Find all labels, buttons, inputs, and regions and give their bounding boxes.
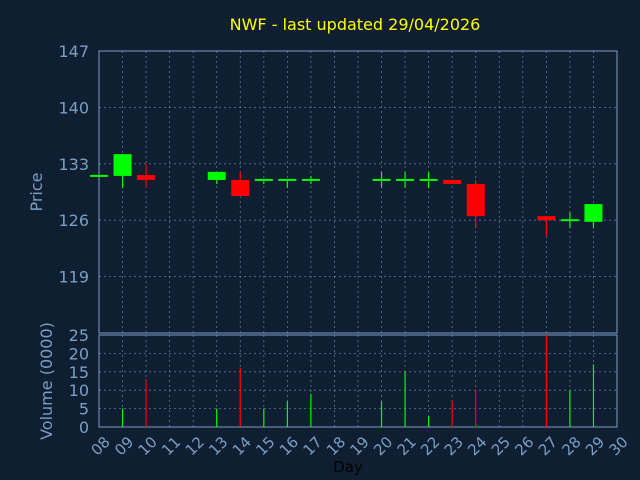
x-tick-label: 16 [276,433,302,459]
candle [466,179,485,229]
x-tick-label: 28 [558,433,584,459]
candle [254,178,273,184]
candle [537,216,556,237]
volume-tick-label: 10 [69,381,89,400]
candle-body [90,174,108,177]
candle-body [113,154,132,176]
x-tick-label: 26 [511,433,537,459]
x-tick-label: 10 [135,433,161,459]
candle-body [301,178,320,181]
volume-tick-label: 20 [69,344,89,363]
volume-tick-label: 15 [69,363,89,382]
candle [231,171,250,197]
candle [443,179,462,184]
x-tick-label: 20 [370,433,396,459]
candle-body [231,179,250,197]
x-tick-label: 17 [299,433,325,459]
volume-tick-label: 25 [69,326,89,345]
candle [560,212,579,229]
x-tick-label: 22 [417,433,443,459]
x-tick-label: 13 [205,433,231,459]
x-tick-label: 25 [488,433,514,459]
candle [396,171,415,188]
candle-body [537,216,556,221]
price-tick-label: 147 [58,42,89,61]
candle-body [466,183,485,217]
volume-tick-label: 5 [79,400,89,419]
price-tick-label: 133 [58,155,89,174]
candle-body [278,178,297,181]
candle [137,163,156,188]
x-tick-label: 23 [441,433,467,459]
x-tick-label: 11 [158,433,184,459]
price-tick-label: 119 [58,268,89,287]
price-axis-label: Price [27,172,46,211]
price-tick-label: 126 [58,211,89,230]
x-tick-label: 15 [252,433,278,459]
x-tick-label: 14 [229,433,255,459]
candle-body [372,178,391,181]
candle-body [207,171,226,180]
candle [419,171,438,188]
x-tick-label: 27 [535,433,561,459]
x-tick-label: 12 [182,433,208,459]
volume-tick-label: 0 [79,418,89,437]
candle-body [396,178,415,181]
candle [372,171,391,188]
x-tick-label: 09 [111,433,137,459]
x-tick-label: 24 [464,433,490,459]
candle-body [443,179,462,184]
candle [584,204,603,229]
candle-body [584,204,603,222]
x-tick-label: 30 [606,433,632,459]
candle [90,174,108,177]
chart-title: NWF - last updated 29/04/2026 [230,15,481,34]
price-tick-label: 140 [58,98,89,117]
volume-axis-label: Volume (0000) [37,322,56,440]
candle [207,171,226,184]
candle [113,154,132,188]
candle-body [560,219,579,222]
candle [278,178,297,188]
candle-body [254,178,273,181]
x-tick-label: 08 [88,433,114,459]
x-tick-label: 21 [394,433,420,459]
x-tick-label: 29 [582,433,608,459]
candle [301,175,320,184]
candle-body [419,178,438,181]
x-axis-label: Day [333,458,363,476]
candle-body [137,175,156,180]
x-tick-label: 18 [323,433,349,459]
x-tick-label: 19 [347,433,373,459]
